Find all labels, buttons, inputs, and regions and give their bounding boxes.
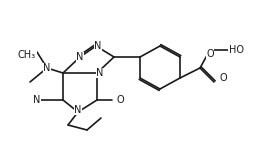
Text: O: O	[116, 95, 124, 105]
Text: O: O	[219, 73, 227, 83]
Text: N: N	[94, 41, 102, 51]
Text: N: N	[33, 95, 41, 105]
Text: N: N	[76, 52, 84, 62]
Text: N: N	[96, 68, 104, 78]
Text: N: N	[74, 105, 82, 115]
Text: CH₃: CH₃	[18, 50, 36, 60]
Text: N: N	[43, 63, 51, 73]
Text: O: O	[206, 49, 214, 59]
Text: HO: HO	[229, 45, 244, 55]
